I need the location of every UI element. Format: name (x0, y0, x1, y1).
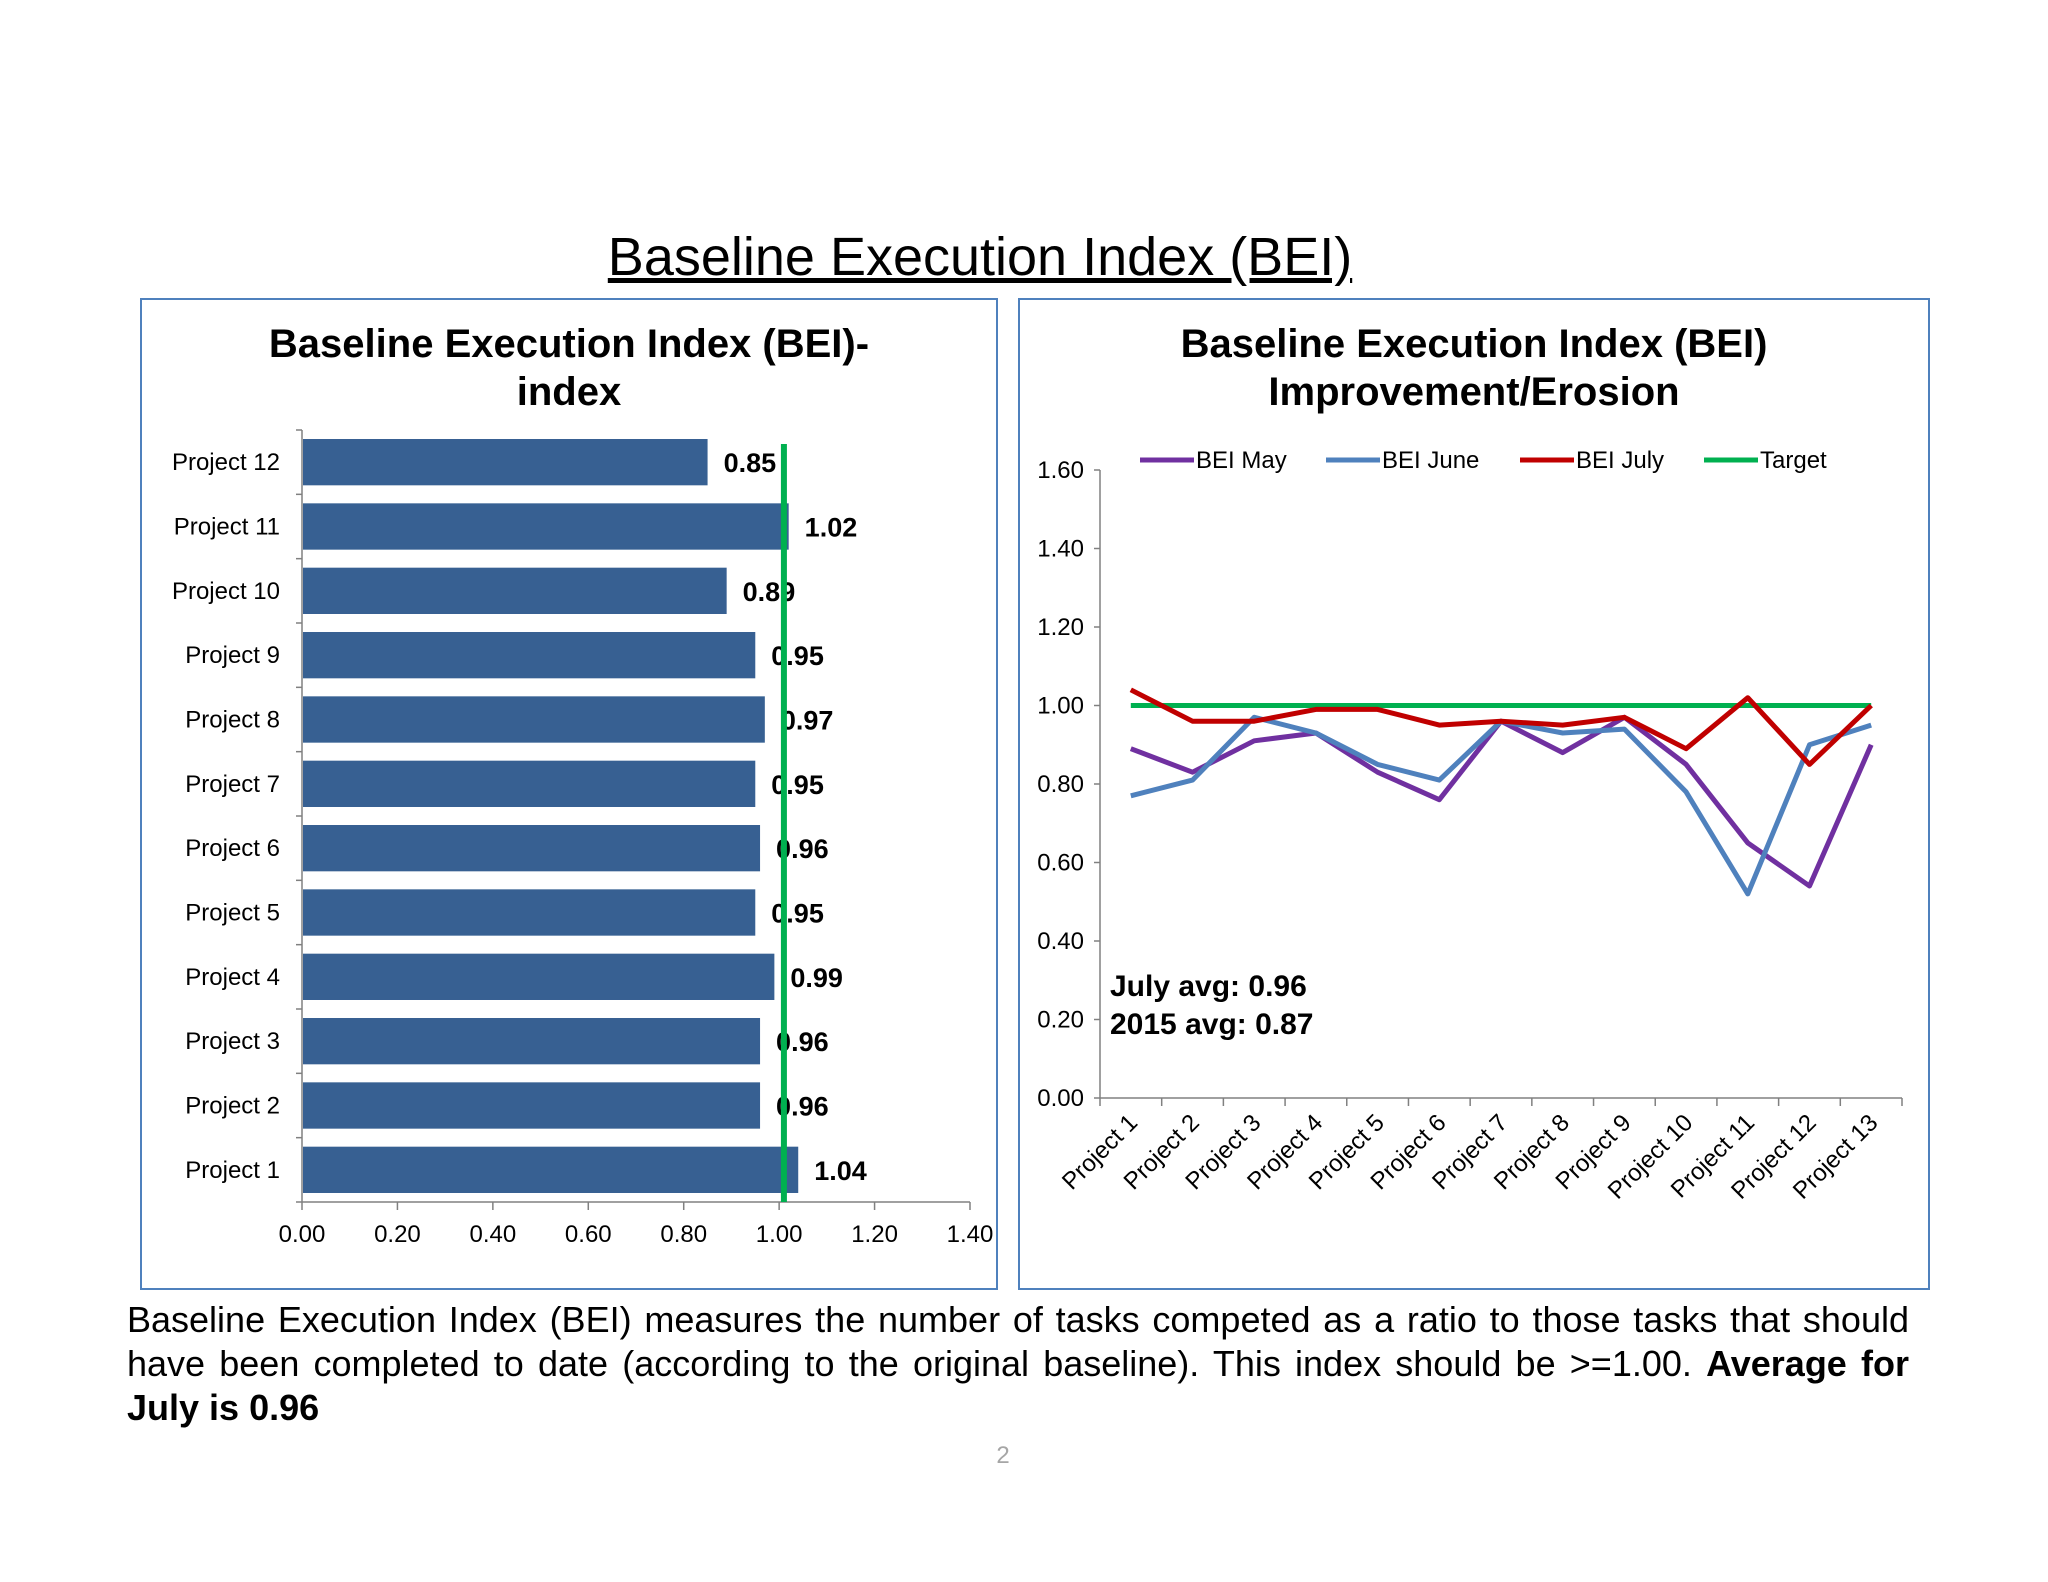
bar-1 (303, 1146, 799, 1193)
bar-value-label: 0.85 (724, 448, 777, 478)
bar-category-label: Project 5 (185, 900, 280, 927)
bar-11 (303, 503, 789, 550)
legend-label: BEI May (1196, 447, 1287, 474)
bar-category-label: Project 8 (185, 707, 280, 734)
legend-label: BEI July (1576, 447, 1664, 474)
bar-5 (303, 889, 756, 936)
line-chart-panel: Baseline Execution Index (BEI) Improveme… (1018, 298, 1930, 1290)
bar-category-label: Project 11 (174, 514, 280, 541)
bar-value-label: 0.95 (771, 641, 824, 671)
bar-category-label: Project 7 (185, 771, 280, 798)
page-number: 2 (996, 1442, 1010, 1469)
bar-value-label: 0.95 (771, 899, 824, 929)
description: Baseline Execution Index (BEI) measures … (127, 1298, 1909, 1430)
bar-8 (303, 696, 765, 743)
bar-4 (303, 953, 775, 1000)
bar-10 (303, 567, 727, 614)
bar-category-label: Project 12 (172, 449, 280, 476)
bar-value-label: 0.97 (781, 706, 834, 736)
year-average-note: 2015 avg: 0.87 (1110, 1008, 1313, 1041)
description-text: Baseline Execution Index (BEI) measures … (127, 1299, 1909, 1384)
bar-category-label: Project 1 (185, 1157, 280, 1184)
bar-x-tick-label: 0.80 (660, 1221, 707, 1248)
bar-value-label: 1.04 (814, 1156, 867, 1186)
bar-x-tick-label: 1.00 (756, 1221, 803, 1248)
line-y-tick-label: 0.80 (1037, 771, 1084, 798)
july-average-note: July avg: 0.96 (1110, 970, 1307, 1003)
description-highlight: Average for July is 0.96 (127, 1343, 1909, 1428)
bar-chart-title-line2: index (516, 370, 622, 414)
bar-chart: 0.00 0.20 0.40 0.60 0.80 1.00 1.20 1.40 Project … (172, 429, 994, 1248)
bar-chart-panel: Baseline Execution Index (BEI)- index 0.… (140, 298, 998, 1290)
bar-category-label: Project 10 (172, 578, 280, 605)
page-title: Baseline Execution Index (BEI) (607, 227, 1353, 287)
bar-x-tick-label: 0.40 (469, 1221, 516, 1248)
line-chart-title-line2: Improvement/Erosion (1268, 370, 1680, 414)
legend-label: Target (1760, 447, 1827, 474)
bar-category-label: Project 2 (185, 1093, 280, 1120)
line-y-tick-label: 0.40 (1037, 928, 1084, 955)
line-chart-title: Baseline Execution Index (BEI) Improveme… (1020, 320, 1928, 416)
line-chart-title-line1: Baseline Execution Index (BEI) (1180, 322, 1768, 366)
bar-value-label: 1.02 (805, 513, 858, 543)
line-chart: 0.000.200.400.600.801.001.201.401.60Proj… (1037, 447, 1903, 1205)
bar-x-tick-label: 1.40 (947, 1221, 994, 1248)
bar-7 (303, 760, 756, 807)
legend-label: BEI June (1382, 447, 1479, 474)
bar-value-label: 0.95 (771, 770, 824, 800)
line-y-tick-label: 0.00 (1037, 1085, 1084, 1112)
bar-x-tick-label: 0.60 (565, 1221, 612, 1248)
series-line-bei-june (1130, 714, 1872, 897)
bar-category-label: Project 4 (185, 964, 280, 991)
bar-value-label: 0.89 (743, 577, 796, 607)
bar-category-label: Project 3 (185, 1028, 280, 1055)
line-y-tick-label: 1.00 (1037, 693, 1084, 720)
bar-category-label: Project 6 (185, 835, 280, 862)
bar-value-label: 0.99 (790, 963, 843, 993)
bar-chart-title: Baseline Execution Index (BEI)- index (142, 320, 996, 416)
series-line-bei-july (1129, 687, 1873, 767)
line-y-tick-label: 1.60 (1037, 457, 1084, 484)
line-y-tick-label: 1.20 (1037, 614, 1084, 641)
line-y-tick-label: 0.60 (1037, 850, 1084, 877)
bar-9 (303, 632, 756, 679)
bar-12 (303, 439, 708, 486)
line-y-tick-label: 1.40 (1037, 536, 1084, 563)
bar-category-label: Project 9 (185, 642, 280, 669)
bar-6 (303, 825, 761, 872)
bar-x-tick-label: 0.00 (279, 1221, 326, 1248)
bar-x-tick-label: 0.20 (374, 1221, 421, 1248)
line-y-tick-label: 0.20 (1037, 1007, 1084, 1034)
bar-3 (303, 1018, 761, 1065)
bar-x-tick-label: 1.20 (851, 1221, 898, 1248)
bar-chart-title-line1: Baseline Execution Index (BEI)- (268, 322, 870, 366)
bar-2 (303, 1082, 761, 1129)
